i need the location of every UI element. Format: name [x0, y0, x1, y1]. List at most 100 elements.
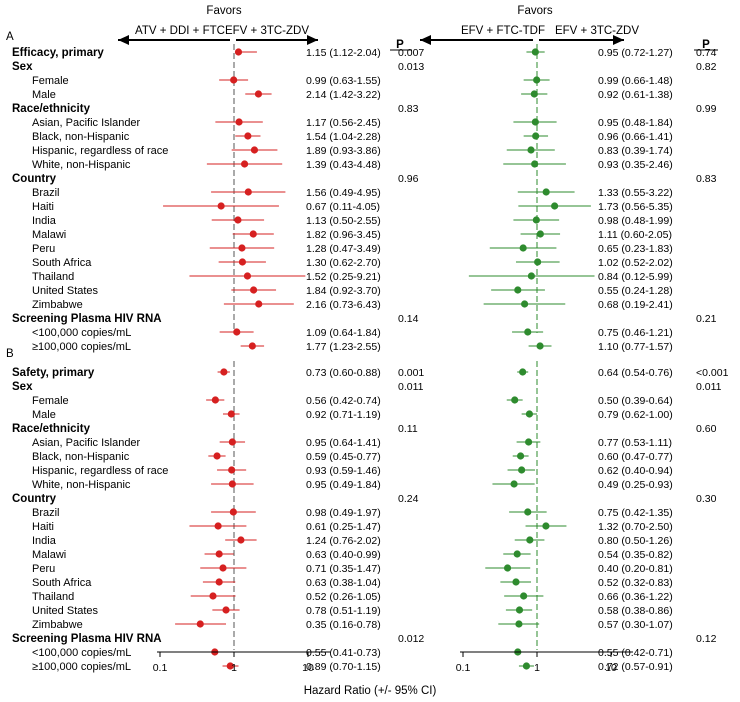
hr-ci-text-right: 1.10 (0.77-1.57)	[598, 341, 673, 353]
hr-point-right	[511, 396, 519, 404]
hr-point-right	[510, 480, 518, 488]
row-label: Malawi	[32, 549, 66, 561]
hr-ci-text-left: 1.52 (0.25-9.21)	[306, 271, 381, 283]
hr-point-right	[527, 272, 535, 280]
p-value-left: 0.14	[398, 313, 419, 325]
p-value-right: 0.12	[696, 633, 717, 645]
hr-point-left	[237, 536, 245, 544]
hr-point-right	[524, 508, 532, 516]
hr-ci-text-right: 0.62 (0.40-0.94)	[598, 465, 673, 477]
hr-ci-text-left: 0.89 (0.70-1.15)	[306, 661, 381, 673]
hr-point-right	[533, 76, 541, 84]
p-value-right: 0.21	[696, 313, 717, 325]
p-value-right: 0.83	[696, 173, 717, 185]
row-label: <100,000 copies/mL	[32, 647, 131, 659]
arrow-favors-left-1-head	[118, 35, 129, 45]
row-label: United States	[32, 605, 99, 617]
x-tick-label-left: 10	[302, 662, 314, 674]
favors-header-right: Favors	[517, 5, 552, 17]
hr-ci-text-left: 0.63 (0.38-1.04)	[306, 577, 381, 589]
hr-ci-text-right: 0.99 (0.66-1.48)	[598, 75, 673, 87]
hr-point-left	[227, 410, 235, 418]
hr-point-right	[516, 452, 525, 460]
hr-point-left	[234, 216, 242, 224]
hr-ci-text-right: 0.50 (0.39-0.64)	[598, 395, 673, 407]
row-label: Black, non-Hispanic	[32, 131, 130, 143]
hr-point-right	[531, 118, 539, 126]
p-value-right: 0.74	[696, 47, 717, 59]
hr-point-left	[214, 522, 222, 530]
hr-ci-text-right: 0.64 (0.54-0.76)	[598, 367, 673, 379]
hr-ci-text-right: 0.84 (0.12-5.99)	[598, 271, 673, 283]
section-label: Safety, primary	[12, 367, 95, 379]
hr-ci-text-left: 1.77 (1.23-2.55)	[306, 341, 381, 353]
x-tick-label-left: 1	[231, 662, 237, 674]
favors-right-arm-1: EFV + 3TC-ZDV	[225, 25, 309, 37]
hr-point-left	[233, 328, 241, 336]
hr-point-right	[525, 438, 533, 446]
hr-point-left	[196, 620, 204, 628]
hr-point-right	[532, 216, 540, 224]
hr-ci-text-left: 0.92 (0.71-1.19)	[306, 409, 381, 421]
row-label: Female	[32, 395, 69, 407]
hr-point-right	[514, 286, 522, 294]
hr-ci-text-left: 2.14 (1.42-3.22)	[306, 89, 381, 101]
hr-ci-text-right: 0.80 (0.50-1.26)	[598, 535, 673, 547]
hr-point-right	[503, 564, 512, 572]
p-value-left: 0.83	[398, 103, 419, 115]
hr-point-left	[230, 76, 238, 84]
hr-ci-text-left: 0.56 (0.42-0.74)	[306, 395, 381, 407]
hr-point-left	[215, 550, 223, 558]
hr-point-left	[213, 452, 221, 460]
hr-ci-text-right: 1.11 (0.60-2.05)	[598, 229, 672, 241]
p-value-right: <0.001	[696, 367, 729, 379]
hr-ci-text-left: 0.61 (0.25-1.47)	[306, 521, 381, 533]
hr-ci-text-left: 0.63 (0.40-0.99)	[306, 549, 381, 561]
section-label: Country	[12, 173, 57, 185]
row-label: India	[32, 215, 57, 227]
hr-point-right	[515, 620, 523, 628]
hr-ci-text-left: 0.52 (0.26-1.05)	[306, 591, 381, 603]
hr-point-right	[525, 410, 534, 418]
hr-point-right	[515, 606, 524, 614]
hr-ci-text-left: 1.17 (0.56-2.45)	[306, 117, 381, 129]
hr-ci-text-right: 1.33 (0.55-3.22)	[598, 187, 673, 199]
hr-ci-text-left: 0.99 (0.63-1.55)	[306, 75, 381, 87]
hr-ci-text-right: 0.52 (0.32-0.83)	[598, 577, 673, 589]
hr-ci-text-right: 0.96 (0.66-1.41)	[598, 131, 673, 143]
row-label: United States	[32, 285, 99, 297]
hr-point-left	[222, 606, 230, 614]
hr-ci-text-left: 0.95 (0.49-1.84)	[306, 479, 381, 491]
hr-point-left	[235, 118, 243, 126]
hr-ci-text-right: 1.73 (0.56-5.35)	[598, 201, 673, 213]
hr-ci-text-right: 0.49 (0.25-0.93)	[598, 479, 673, 491]
hr-ci-text-right: 0.98 (0.48-1.99)	[598, 215, 673, 227]
row-label: Haiti	[32, 201, 54, 213]
hr-ci-text-right: 0.77 (0.53-1.11)	[598, 437, 672, 449]
hr-point-right	[551, 202, 559, 210]
hr-ci-text-left: 1.84 (0.92-3.70)	[306, 285, 381, 297]
row-label: Brazil	[32, 187, 60, 199]
p-value-left: 0.11	[398, 423, 418, 435]
row-label: White, non-Hispanic	[32, 479, 131, 491]
hr-point-right	[524, 328, 532, 336]
hr-ci-text-right: 0.95 (0.48-1.84)	[598, 117, 673, 129]
hr-ci-text-right: 0.75 (0.42-1.35)	[598, 507, 673, 519]
hr-ci-text-left: 0.73 (0.60-0.88)	[306, 367, 381, 379]
arrow-favors-left-2-head	[420, 35, 431, 45]
row-label: Brazil	[32, 507, 60, 519]
hr-point-right	[542, 522, 550, 530]
arrow-favors-right-2-head	[613, 35, 624, 45]
row-label: Malawi	[32, 229, 66, 241]
hr-point-left	[228, 480, 236, 488]
row-label: South Africa	[32, 577, 92, 589]
row-label: Hispanic, regardless of race	[32, 465, 168, 477]
hr-ci-text-left: 0.55 (0.41-0.73)	[306, 647, 381, 659]
row-label: ≥100,000 copies/mL	[32, 341, 131, 353]
hr-point-right	[519, 244, 527, 252]
arrow-favors-right-1-head	[307, 35, 318, 45]
hr-point-left	[211, 396, 219, 404]
hr-ci-text-right: 0.92 (0.61-1.38)	[598, 89, 673, 101]
p-value-right: 0.82	[696, 61, 717, 73]
row-label: Thailand	[32, 271, 74, 283]
